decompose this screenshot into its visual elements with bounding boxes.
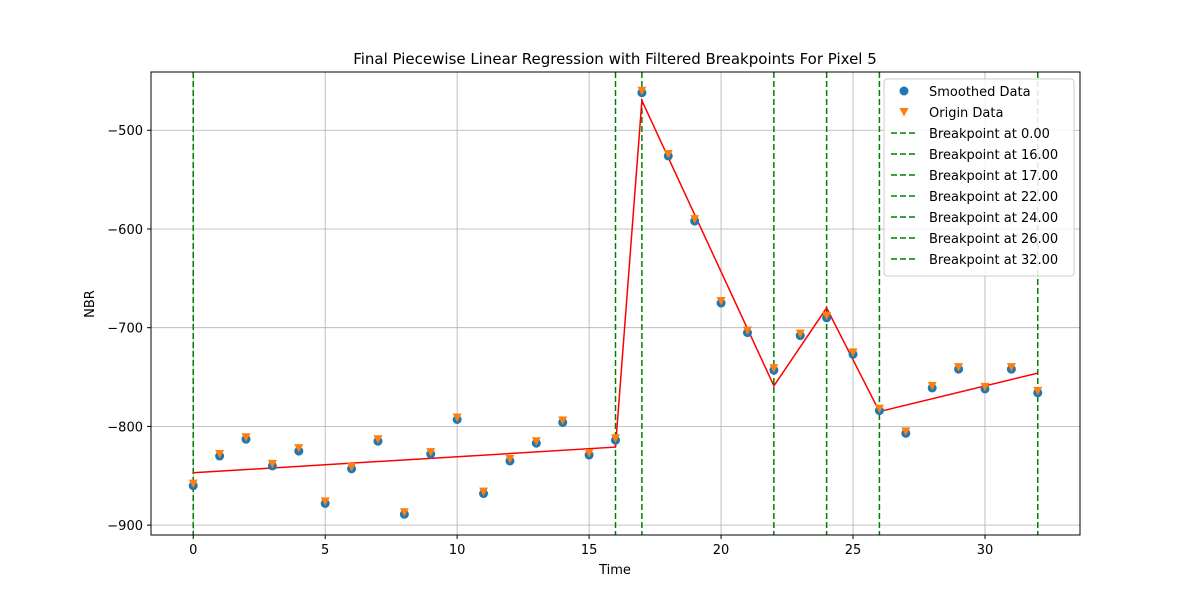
legend-label: Breakpoint at 0.00	[929, 127, 1050, 142]
y-tick-label: −600	[107, 223, 143, 238]
origin-point	[822, 311, 832, 321]
origin-point	[927, 381, 937, 391]
origin-point	[294, 444, 304, 453]
legend-marker-smoothed	[899, 86, 909, 96]
x-tick-label: 25	[845, 543, 862, 558]
x-axis-ticks: 0 5 10 15 20 25 30	[189, 535, 993, 558]
origin-point	[954, 363, 964, 372]
y-tick-label: −900	[107, 519, 143, 534]
origin-point	[1033, 386, 1043, 396]
origin-point	[769, 364, 779, 373]
legend-label: Smoothed Data	[929, 85, 1031, 100]
x-tick-label: 30	[977, 543, 994, 558]
origin-point	[347, 462, 357, 472]
x-axis-label: Time	[598, 563, 631, 578]
origin-point	[690, 215, 700, 224]
origin-point	[848, 348, 858, 357]
plot-area-frame	[150, 71, 1081, 536]
chart-title: Final Piecewise Linear Regression with F…	[353, 50, 877, 68]
origin-point	[320, 497, 330, 506]
origin-point	[531, 437, 541, 446]
origin-point	[399, 508, 409, 517]
origin-point	[452, 413, 462, 423]
legend-label: Breakpoint at 16.00	[929, 148, 1058, 163]
x-tick-label: 0	[189, 543, 197, 558]
origin-point	[373, 435, 383, 444]
origin-point	[215, 450, 225, 459]
legend-label: Breakpoint at 32.00	[929, 253, 1058, 268]
x-tick-label: 10	[449, 543, 466, 558]
origin-point	[241, 433, 251, 442]
legend-label: Breakpoint at 26.00	[929, 232, 1058, 247]
y-tick-label: −700	[107, 322, 143, 337]
origin-point	[267, 459, 277, 469]
y-tick-label: −500	[107, 124, 143, 139]
x-tick-label: 15	[581, 543, 598, 558]
origin-point	[874, 404, 884, 414]
origin-point	[505, 454, 515, 464]
origin-point	[742, 326, 752, 336]
x-tick-label: 20	[713, 543, 730, 558]
y-tick-label: −800	[107, 420, 143, 435]
y-axis-label: NBR	[83, 290, 98, 318]
origin-point	[716, 297, 726, 306]
origin-point	[795, 329, 805, 339]
origin-point	[188, 479, 198, 489]
legend-label: Breakpoint at 22.00	[929, 190, 1058, 205]
origin-point	[558, 416, 568, 425]
legend: Smoothed Data Origin Data Breakpoint at 0.…	[883, 78, 1075, 277]
origin-point	[584, 449, 594, 458]
x-tick-label: 5	[321, 543, 329, 558]
legend-label: Origin Data	[929, 106, 1003, 121]
origin-point	[901, 427, 911, 436]
legend-label: Breakpoint at 17.00	[929, 169, 1058, 184]
origin-point	[980, 382, 990, 392]
origin-point	[611, 434, 620, 443]
legend-marker-origin	[899, 108, 909, 117]
origin-point	[663, 149, 673, 159]
data-points	[188, 86, 1043, 519]
legend-label: Breakpoint at 24.00	[929, 211, 1058, 226]
legend-box	[883, 78, 1075, 277]
y-axis-ticks: −900 −800 −700 −600 −500	[107, 124, 151, 534]
origin-point	[426, 448, 436, 457]
origin-point	[1006, 363, 1016, 372]
origin-point	[637, 86, 647, 96]
origin-point	[479, 487, 489, 497]
